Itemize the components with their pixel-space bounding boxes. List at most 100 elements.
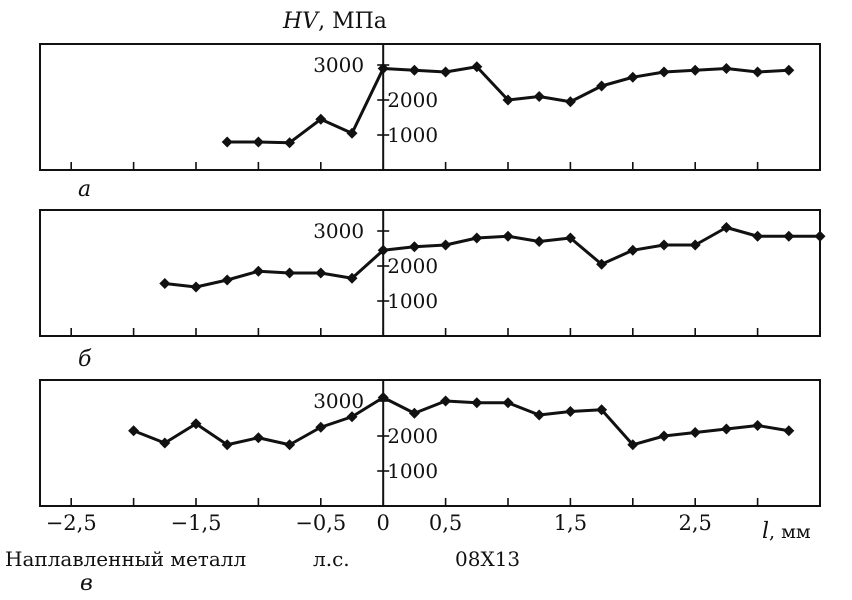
panel-frame: [39, 43, 821, 171]
data-point: [533, 236, 545, 247]
x-tick-label: 0: [377, 511, 390, 535]
x-axis-var: l: [762, 519, 769, 544]
x-tick-labels: −2,5 −1,5 −0,5 0 0,5 1,5 2,5: [46, 511, 712, 535]
data-point: [564, 406, 576, 417]
data-point: [377, 244, 389, 256]
y-axis-var: HV: [282, 9, 320, 34]
data-point: [221, 274, 233, 286]
x-tick-label: 2,5: [678, 511, 711, 535]
data-point: [720, 222, 732, 233]
data-point: [471, 61, 483, 73]
data-point: [284, 267, 296, 279]
data-point: [596, 80, 608, 92]
data-point: [252, 432, 264, 444]
series-line: [164, 226, 820, 289]
panel-frame: [39, 379, 821, 507]
x-tick-label: 0,5: [429, 511, 462, 535]
data-point: [564, 232, 576, 244]
data-point: [783, 230, 795, 242]
data-point: [408, 407, 420, 419]
x-axis-unit: , мм: [769, 521, 811, 543]
data-point: [284, 439, 296, 451]
data-point: [408, 241, 420, 253]
data-point: [564, 96, 576, 108]
data-point: [627, 71, 639, 83]
caption-weld-metal: Наплавленный металл: [5, 547, 246, 571]
panel-label: б: [78, 347, 92, 372]
data-point: [346, 272, 358, 284]
data-point: [190, 418, 202, 430]
data-point: [440, 395, 452, 407]
data-point: [627, 244, 639, 256]
data-point: [252, 136, 264, 148]
x-tick-label: −0,5: [295, 511, 346, 535]
data-point: [346, 127, 358, 139]
data-point: [783, 425, 795, 437]
data-point: [159, 437, 171, 449]
data-point: [533, 91, 545, 102]
y-tick-label: 3000: [313, 389, 364, 413]
data-point: [658, 430, 670, 442]
panel-1: 1000 2000 3000 а: [39, 43, 821, 202]
y-tick-label: 2000: [387, 424, 438, 448]
data-point: [440, 66, 452, 78]
panel-frame: [39, 209, 821, 337]
data-point: [814, 230, 826, 242]
data-point: [377, 63, 389, 74]
data-point: [190, 281, 202, 293]
data-point: [284, 137, 296, 149]
y-tick-label: 2000: [387, 254, 438, 278]
data-point: [471, 232, 483, 244]
caption-base-metal: 08Х13: [455, 547, 520, 571]
panel-label: в: [80, 571, 93, 596]
x-tick-label: −2,5: [46, 511, 97, 535]
data-point: [221, 136, 233, 148]
panel-label: а: [78, 177, 91, 202]
data-point: [128, 425, 140, 437]
x-tick-label: 1,5: [554, 511, 587, 535]
data-point: [502, 397, 514, 409]
y-axis-title: HV, МПа: [282, 9, 387, 34]
panels: 1000 2000 3000 а 1000 2000 3000 б 1000 2000 3000 в: [39, 43, 826, 596]
data-point: [658, 239, 670, 251]
data-point: [752, 230, 764, 242]
data-point: [533, 409, 545, 421]
y-tick-label: 1000: [387, 459, 438, 483]
data-point: [689, 427, 701, 438]
data-point: [502, 94, 514, 106]
data-point: [471, 397, 483, 409]
x-axis-title: l, мм: [762, 519, 811, 544]
caption-fusion-line: л.с.: [313, 547, 350, 571]
data-point: [440, 239, 452, 251]
series-line: [133, 396, 790, 447]
y-tick-label: 3000: [313, 219, 364, 243]
y-tick-label: 3000: [313, 53, 364, 77]
data-point: [315, 267, 327, 279]
data-point: [346, 411, 358, 423]
y-tick-label: 1000: [387, 123, 438, 147]
data-point: [783, 64, 795, 76]
data-point: [315, 421, 327, 433]
data-point: [159, 278, 171, 289]
data-point: [627, 439, 639, 451]
data-point: [221, 439, 233, 451]
y-tick-label: 2000: [387, 88, 438, 112]
data-point: [689, 239, 701, 251]
y-axis-unit: , МПа: [318, 9, 387, 34]
data-point: [502, 230, 514, 242]
data-point: [408, 64, 420, 76]
data-point: [315, 113, 327, 125]
y-tick-label: 1000: [387, 289, 438, 313]
x-tick-label: −1,5: [171, 511, 222, 535]
data-point: [720, 63, 732, 74]
data-point: [596, 258, 608, 270]
data-point: [752, 66, 764, 78]
data-point: [252, 265, 264, 277]
data-point: [752, 420, 764, 431]
data-point: [720, 423, 732, 435]
data-point: [689, 64, 701, 76]
data-point: [658, 66, 670, 78]
data-point: [377, 392, 389, 403]
panel-2: 1000 2000 3000 б: [39, 209, 826, 372]
